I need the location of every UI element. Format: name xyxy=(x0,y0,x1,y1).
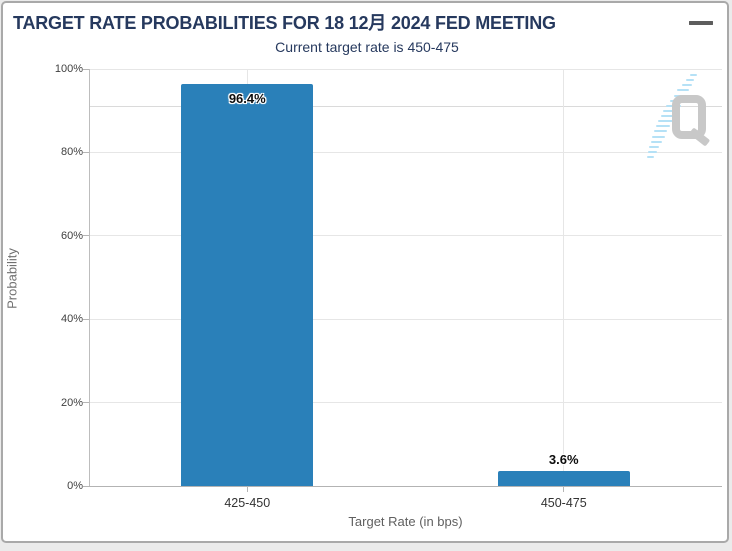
x-tick-label: 450-475 xyxy=(540,496,587,510)
y-tick-label: 0% xyxy=(67,480,83,492)
watermark-dash xyxy=(648,150,657,153)
watermark-dash xyxy=(652,135,665,138)
watermark-dash xyxy=(677,89,689,92)
hamburger-bar xyxy=(689,21,713,25)
x-axis-title: Target Rate (in bps) xyxy=(348,514,463,529)
watermark-dash xyxy=(649,145,660,148)
y-axis-line xyxy=(89,69,90,486)
watermark-dash xyxy=(655,125,671,128)
watermark-dash xyxy=(690,74,697,76)
y-gridline-40% xyxy=(89,318,722,320)
y-tick-label: 40% xyxy=(60,313,83,326)
y-axis-title: Probability xyxy=(4,248,20,309)
chart-subtitle: Current target rate is 450-475 xyxy=(275,39,459,55)
watermark-dash xyxy=(653,130,668,133)
x-gridline xyxy=(563,69,565,486)
x-tick-mark xyxy=(563,486,565,492)
watermark-dash xyxy=(660,115,676,117)
y-tick-mark xyxy=(83,485,89,487)
y-gridline-60% xyxy=(89,235,722,237)
watermark-line xyxy=(89,106,722,107)
chart-context-menu-button[interactable] xyxy=(689,10,715,32)
bar-450-475[interactable] xyxy=(497,471,630,486)
watermark-dash xyxy=(657,120,673,123)
bar-425-450[interactable] xyxy=(181,84,314,486)
x-axis-line xyxy=(89,486,722,487)
watermark-q-icon xyxy=(672,95,706,139)
y-tick-label: 60% xyxy=(60,229,83,242)
y-tick-label: 20% xyxy=(60,396,83,409)
fedwatch-chart-card: TARGET RATE PROBABILITIES FOR 18 12月 202… xyxy=(1,1,729,543)
y-tick-mark xyxy=(83,68,89,70)
y-gridline-20% xyxy=(89,402,722,404)
y-gridline-80% xyxy=(89,151,722,153)
y-tick-mark xyxy=(83,402,89,404)
plot-area: Probability 0% 20% 40% 60% 80% 100% 425-450 96.… xyxy=(3,3,731,541)
chart-title: TARGET RATE PROBABILITIES FOR 18 12月 202… xyxy=(13,13,556,33)
y-tick-mark xyxy=(83,318,89,320)
y-tick-mark xyxy=(83,151,89,153)
y-tick-mark xyxy=(83,235,89,237)
watermark-dash xyxy=(685,79,695,82)
x-tick-label: 425-450 xyxy=(224,496,271,510)
y-gridline-100% xyxy=(89,68,722,70)
x-tick-mark xyxy=(246,486,248,492)
watermark-dash xyxy=(663,109,679,112)
y-tick-label: 100% xyxy=(54,63,83,75)
bar-value-label: 3.6% xyxy=(548,452,579,467)
watermark-dash xyxy=(647,156,654,158)
y-tick-label: 80% xyxy=(60,146,83,159)
bar-value-label: 96.4% xyxy=(228,91,266,106)
watermark-dash xyxy=(681,84,692,87)
watermark-dash xyxy=(650,140,663,143)
